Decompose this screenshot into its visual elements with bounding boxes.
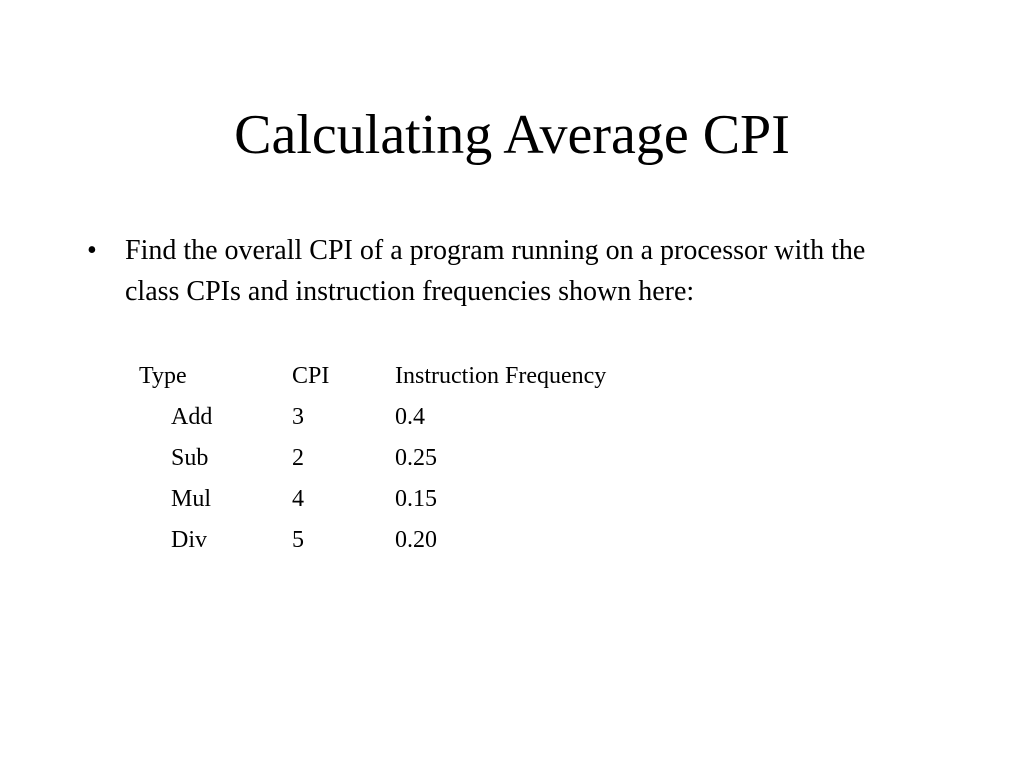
header-frequency: Instruction Frequency xyxy=(395,363,607,389)
table-row: Sub 2 0.25 xyxy=(139,438,695,479)
table-row: Mul 4 0.15 xyxy=(139,479,695,520)
table-header-row: Type CPI Instruction Frequency xyxy=(139,356,695,397)
row-frequency: 0.20 xyxy=(395,527,437,553)
row-cpi: 2 xyxy=(292,445,304,471)
row-frequency: 0.15 xyxy=(395,486,437,512)
bullet-item: • Find the overall CPI of a program runn… xyxy=(87,230,947,312)
row-type: Sub xyxy=(171,445,209,471)
row-frequency: 0.4 xyxy=(395,404,425,430)
row-cpi: 4 xyxy=(292,486,304,512)
header-type: Type xyxy=(139,363,187,389)
row-type: Div xyxy=(171,527,207,553)
bullet-text: Find the overall CPI of a program runnin… xyxy=(125,235,866,307)
row-type: Add xyxy=(171,404,213,430)
header-cpi: CPI xyxy=(292,363,330,389)
bullet-list: • Find the overall CPI of a program runn… xyxy=(87,230,947,312)
table-row: Div 5 0.20 xyxy=(139,520,695,561)
table-row: Add 3 0.4 xyxy=(139,397,695,438)
bullet-marker: • xyxy=(87,235,97,266)
row-type: Mul xyxy=(171,486,212,512)
row-cpi: 5 xyxy=(292,527,304,553)
slide-title: Calculating Average CPI xyxy=(234,104,790,166)
cpi-frequency-table: Type CPI Instruction Frequency Add 3 0.4… xyxy=(139,356,695,561)
row-cpi: 3 xyxy=(292,404,304,430)
row-frequency: 0.25 xyxy=(395,445,437,471)
